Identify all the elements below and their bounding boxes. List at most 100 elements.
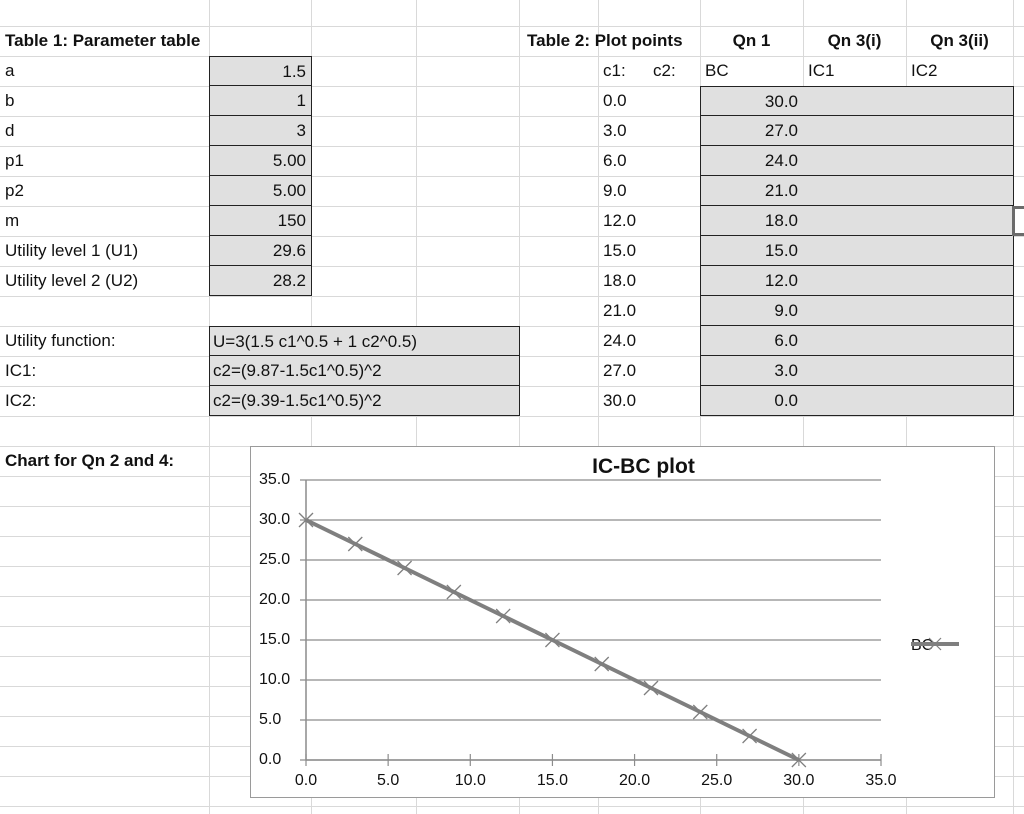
c1-value: 6.0 <box>603 151 627 170</box>
bc-value-cell[interactable]: 6.0 <box>700 326 804 356</box>
subheader-bc: BC <box>705 61 729 80</box>
x-marker-icon <box>692 704 708 720</box>
x-tick-label: 20.0 <box>618 772 651 789</box>
ic1-value-cell[interactable] <box>803 236 907 266</box>
x-marker-icon <box>643 680 659 696</box>
ic1-value-cell[interactable] <box>803 146 907 176</box>
y-tick-label: 25.0 <box>259 551 291 568</box>
param-value-cell[interactable]: 3 <box>209 116 312 146</box>
formula-label: Utility function: <box>5 331 116 350</box>
x-marker-icon <box>594 656 610 672</box>
ic2-value-cell[interactable] <box>906 116 1014 146</box>
bc-value-cell[interactable]: 18.0 <box>700 206 804 236</box>
row-gridline <box>0 206 1024 207</box>
formula-value-cell[interactable]: c2=(9.39-1.5c1^0.5)^2 <box>209 386 520 416</box>
y-tick-label: 10.0 <box>259 671 291 688</box>
row-gridline <box>0 56 1024 57</box>
x-tick-label: 10.0 <box>454 772 486 789</box>
row-gridline <box>0 416 1024 417</box>
ic1-value-cell[interactable] <box>803 86 907 116</box>
chart-legend[interactable]: BC <box>911 637 959 655</box>
ic1-value-cell[interactable] <box>803 206 907 236</box>
ic2-value-cell[interactable] <box>906 176 1014 206</box>
formula-value-cell[interactable]: U=3(1.5 c1^0.5 + 1 c2^0.5) <box>209 326 520 356</box>
param-value-cell[interactable]: 1 <box>209 86 312 116</box>
bc-value-cell[interactable]: 12.0 <box>700 266 804 296</box>
x-marker-icon <box>742 728 758 744</box>
subheader-c1: c1: <box>603 61 626 80</box>
y-tick-label: 5.0 <box>259 711 282 728</box>
x-tick-label: 0.0 <box>294 772 318 789</box>
ic2-value-cell[interactable] <box>906 236 1014 266</box>
x-marker-icon <box>397 560 413 576</box>
ic1-value-cell[interactable] <box>803 296 907 326</box>
table1-title: Table 1: Parameter table <box>5 31 201 50</box>
ic1-value-cell[interactable] <box>803 386 907 416</box>
ic2-value-cell[interactable] <box>906 296 1014 326</box>
row-gridline <box>0 266 1024 267</box>
x-marker-icon <box>791 752 807 768</box>
c1-value: 18.0 <box>603 271 637 290</box>
selected-cell-indicator[interactable] <box>1012 206 1024 236</box>
param-value-cell[interactable]: 5.00 <box>209 176 312 206</box>
param-value-cell[interactable]: 5.00 <box>209 146 312 176</box>
header-qn3i: Qn 3(i) <box>827 31 882 50</box>
c1-value: 3.0 <box>603 121 627 140</box>
bc-value-cell[interactable]: 15.0 <box>700 236 804 266</box>
bc-value-cell[interactable]: 27.0 <box>700 116 804 146</box>
x-tick-label: 35.0 <box>865 772 897 789</box>
bc-value-cell[interactable]: 3.0 <box>700 356 804 386</box>
ic1-value-cell[interactable] <box>803 356 907 386</box>
c1-value: 21.0 <box>603 301 637 320</box>
ic-bc-chart[interactable]: IC-BC plot 35.0 30.0 25.0 20.0 15.0 10.0 5.0 0.… <box>250 446 995 798</box>
param-label: p2 <box>5 181 24 200</box>
x-tick-label: 25.0 <box>701 772 733 789</box>
row-gridline <box>0 296 1024 297</box>
ic1-value-cell[interactable] <box>803 266 907 296</box>
y-tick-label: 35.0 <box>259 471 291 488</box>
row-gridline <box>0 86 1024 87</box>
ic2-value-cell[interactable] <box>906 356 1014 386</box>
x-marker-icon <box>298 512 314 528</box>
ic2-value-cell[interactable] <box>906 266 1014 296</box>
x-tick-label: 5.0 <box>377 772 400 789</box>
param-label: Utility level 1 (U1) <box>5 241 139 260</box>
ic1-value-cell[interactable] <box>803 116 907 146</box>
ic1-value-cell[interactable] <box>803 176 907 206</box>
formula-value-cell[interactable]: c2=(9.87-1.5c1^0.5)^2 <box>209 356 520 386</box>
row-gridline <box>0 176 1024 177</box>
ic2-value-cell[interactable] <box>906 146 1014 176</box>
c1-value: 12.0 <box>603 211 637 230</box>
bc-value-cell[interactable]: 30.0 <box>700 86 804 116</box>
param-label: p1 <box>5 151 24 170</box>
bc-value-cell[interactable]: 0.0 <box>700 386 804 416</box>
x-tick-label: 15.0 <box>536 772 568 789</box>
chart-section-label: Chart for Qn 2 and 4: <box>5 451 175 470</box>
c1-value: 24.0 <box>603 331 637 350</box>
param-label: a <box>5 61 15 80</box>
x-marker-icon <box>347 536 363 552</box>
row-gridline <box>0 26 1024 27</box>
row-gridline <box>0 806 1024 807</box>
chart-title: IC-BC plot <box>592 455 695 478</box>
ic2-value-cell[interactable] <box>906 206 1014 236</box>
subheader-c2: c2: <box>653 61 676 80</box>
bc-value-cell[interactable]: 24.0 <box>700 146 804 176</box>
bc-value-cell[interactable]: 21.0 <box>700 176 804 206</box>
param-value-cell[interactable]: 28.2 <box>209 266 312 296</box>
param-value-cell[interactable]: 1.5 <box>209 56 312 86</box>
ic2-value-cell[interactable] <box>906 326 1014 356</box>
bc-value-cell[interactable]: 9.0 <box>700 296 804 326</box>
ic2-value-cell[interactable] <box>906 86 1014 116</box>
header-qn3ii: Qn 3(ii) <box>930 31 989 50</box>
ic2-value-cell[interactable] <box>906 386 1014 416</box>
param-value-cell[interactable]: 150 <box>209 206 312 236</box>
ic1-value-cell[interactable] <box>803 326 907 356</box>
c1-value: 15.0 <box>603 241 637 260</box>
param-value-cell[interactable]: 29.6 <box>209 236 312 266</box>
x-marker-icon <box>495 608 511 624</box>
row-gridline <box>0 146 1024 147</box>
x-marker-icon <box>446 584 462 600</box>
legend-x-marker-icon <box>911 637 959 651</box>
x-tick-label: 30.0 <box>783 772 815 789</box>
